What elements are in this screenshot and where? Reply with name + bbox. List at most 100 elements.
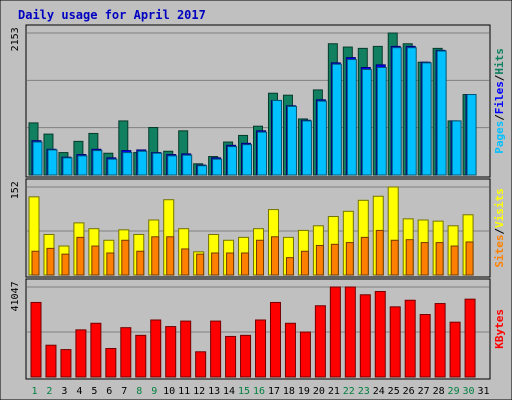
bar-sites-day-19 [300,250,309,276]
bar-kbytes-day-11 [180,320,192,378]
x-tick-label-day-14: 14 [223,386,235,397]
bar-kbytes-day-18 [284,322,296,378]
bar-sites-day-21 [330,243,339,276]
x-tick-label-day-31: 31 [477,386,489,397]
bar-pages-day-14 [227,146,238,176]
bar-sites-day-16 [256,239,265,276]
max-label-visits-sites: 152 [10,181,21,199]
legend-separator: / [493,74,506,81]
bar-pages-day-29 [451,120,462,176]
bar-sites-day-13 [211,252,220,276]
bar-pages-day-11 [182,154,193,176]
x-tick-label-day-29: 29 [448,386,460,397]
max-label-kbytes: 41047 [10,281,21,311]
bar-pages-day-7 [122,152,133,176]
legend-label-visits: Visits [493,188,506,228]
bar-kbytes-day-21 [329,286,341,378]
x-tick-label-day-6: 6 [106,386,112,397]
bar-sites-day-7 [121,239,130,276]
bar-sites-day-17 [270,236,279,276]
bar-sites-day-1 [31,250,40,276]
x-tick-label-day-2: 2 [46,386,52,397]
bar-sites-day-29 [450,245,459,276]
bar-sites-day-8 [136,250,145,276]
x-tick-label-day-26: 26 [403,386,415,397]
bar-sites-day-25 [390,239,399,276]
bar-pages-day-28 [436,50,447,176]
bar-pages-day-18 [286,105,297,176]
bar-pages-day-20 [316,100,327,176]
bar-kbytes-day-13 [210,320,222,378]
bar-sites-day-22 [345,242,354,276]
bar-sites-day-15 [241,252,250,276]
bar-kbytes-day-30 [464,298,476,378]
chart-title: Daily usage for April 2017 [18,8,206,22]
bar-kbytes-day-5 [90,322,102,378]
bar-kbytes-day-8 [135,334,147,378]
bar-sites-day-6 [106,252,115,276]
legend-label-sites: Sites [493,234,506,267]
bar-sites-day-11 [181,248,190,276]
bar-pages-day-16 [257,131,268,176]
bar-pages-day-10 [167,155,178,176]
bar-sites-day-5 [91,245,100,276]
x-tick-label-day-20: 20 [313,386,325,397]
panel-kbytes: 41047 KBytes [10,278,506,380]
bar-kbytes-day-3 [60,349,72,378]
bar-sites-day-12 [196,253,205,276]
bar-pages-day-22 [346,59,357,176]
bar-kbytes-day-25 [389,306,401,378]
bar-sites-day-27 [420,242,429,276]
bar-sites-day-24 [375,229,384,276]
x-tick-label-day-18: 18 [283,386,295,397]
x-tick-label-day-19: 19 [298,386,310,397]
bar-kbytes-day-24 [374,290,386,378]
bar-kbytes-day-2 [45,344,57,378]
x-tick-label-day-22: 22 [343,386,355,397]
bar-pages-day-17 [271,99,282,176]
legend-separator: / [493,228,506,235]
bar-kbytes-day-4 [75,329,87,378]
x-tick-label-day-21: 21 [328,386,340,397]
bar-kbytes-day-1 [30,301,42,378]
bar-pages-day-13 [212,158,223,176]
bar-kbytes-day-23 [359,294,371,378]
bar-kbytes-day-14 [225,335,237,378]
bar-pages-day-4 [77,155,88,176]
bar-kbytes-day-29 [449,321,461,378]
bar-sites-day-2 [46,247,55,276]
legend-label-kbytes: KBytes [493,309,506,349]
bar-pages-day-26 [406,47,417,176]
bar-sites-day-28 [435,242,444,276]
x-tick-label-day-30: 30 [463,386,475,397]
bar-kbytes-day-6 [105,347,117,378]
bar-sites-day-30 [465,241,474,276]
bar-sites-day-10 [166,236,175,276]
bar-kbytes-day-7 [120,327,132,378]
x-tick-label-day-12: 12 [193,386,205,397]
bar-sites-day-4 [76,236,85,276]
bar-sites-day-18 [285,257,294,276]
bar-kbytes-day-12 [195,351,207,378]
max-label-pages-files-hits: 2153 [10,27,21,51]
x-tick-label-day-16: 16 [253,386,265,397]
legend-label-hits: Hits [493,48,506,75]
x-tick-label-day-1: 1 [31,386,37,397]
x-tick-label-day-10: 10 [163,386,175,397]
bar-pages-day-21 [331,63,342,176]
bar-pages-day-19 [301,120,312,176]
bar-pages-day-27 [421,62,432,176]
bar-pages-day-2 [47,149,58,176]
x-tick-label-day-3: 3 [61,386,67,397]
legend-separator: / [493,114,506,121]
bar-pages-day-5 [92,150,103,176]
bar-pages-day-24 [376,66,387,176]
bar-kbytes-day-15 [240,334,252,378]
bar-kbytes-day-27 [419,314,431,378]
bar-pages-day-9 [152,152,163,176]
bar-pages-day-23 [361,68,372,176]
x-tick-label-day-23: 23 [358,386,370,397]
bar-pages-day-6 [107,158,118,176]
